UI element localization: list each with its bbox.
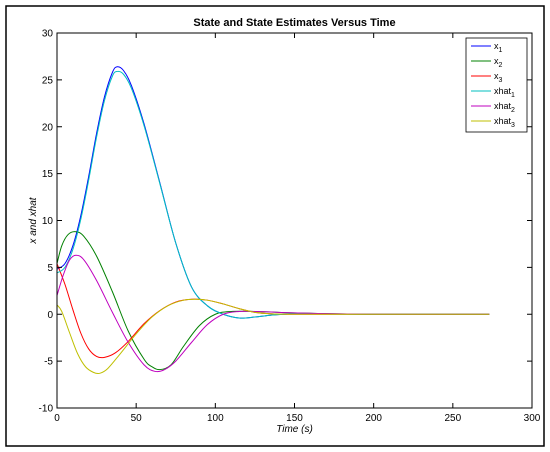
legend-label-x-1: x1	[494, 41, 503, 54]
series-layer	[56, 66, 490, 375]
y-tick-label: 5	[47, 263, 53, 274]
legend-label-xhat-1: xhat1	[494, 86, 515, 99]
y-tick-label: 30	[42, 29, 54, 40]
x-axis-label: Time (s)	[276, 424, 313, 435]
y-tick-label: 25	[42, 75, 54, 86]
y-tick-label: 0	[47, 310, 53, 321]
x-tick-label: 50	[131, 413, 143, 424]
legend-label-x-2: x2	[494, 56, 503, 69]
legend-label-x-3: x3	[494, 71, 503, 84]
y-axis-label: x and xhat	[28, 196, 39, 244]
chart-title: State and State Estimates Versus Time	[193, 17, 395, 29]
y-tick-label: -10	[39, 404, 54, 415]
y-tick-label: 15	[42, 169, 54, 180]
x-tick-label: 200	[365, 413, 382, 424]
y-tick-label: -5	[44, 357, 53, 368]
tick-layer: 0 50 100 150 200 250 300 -10 -5 0 5 10 15 20 25 30	[39, 29, 541, 425]
legend-label-xhat-2: xhat2	[494, 101, 515, 114]
legend-label-xhat-3: xhat3	[494, 116, 515, 129]
series-line-xhat-2	[56, 254, 490, 373]
y-tick-label: 10	[42, 216, 54, 227]
x-tick-label: 150	[286, 413, 303, 424]
legend-box	[465, 37, 528, 133]
x-tick-label: 300	[524, 413, 541, 424]
x-tick-label: 250	[444, 413, 461, 424]
series-line-xhat-3	[56, 298, 490, 375]
x-tick-label: 0	[54, 413, 60, 424]
y-tick-label: 20	[42, 122, 54, 133]
x-tick-label: 100	[207, 413, 224, 424]
plot-area	[57, 33, 532, 408]
legend: x1 x2 x3 xhat1 xhat2 xhat3	[465, 37, 528, 133]
